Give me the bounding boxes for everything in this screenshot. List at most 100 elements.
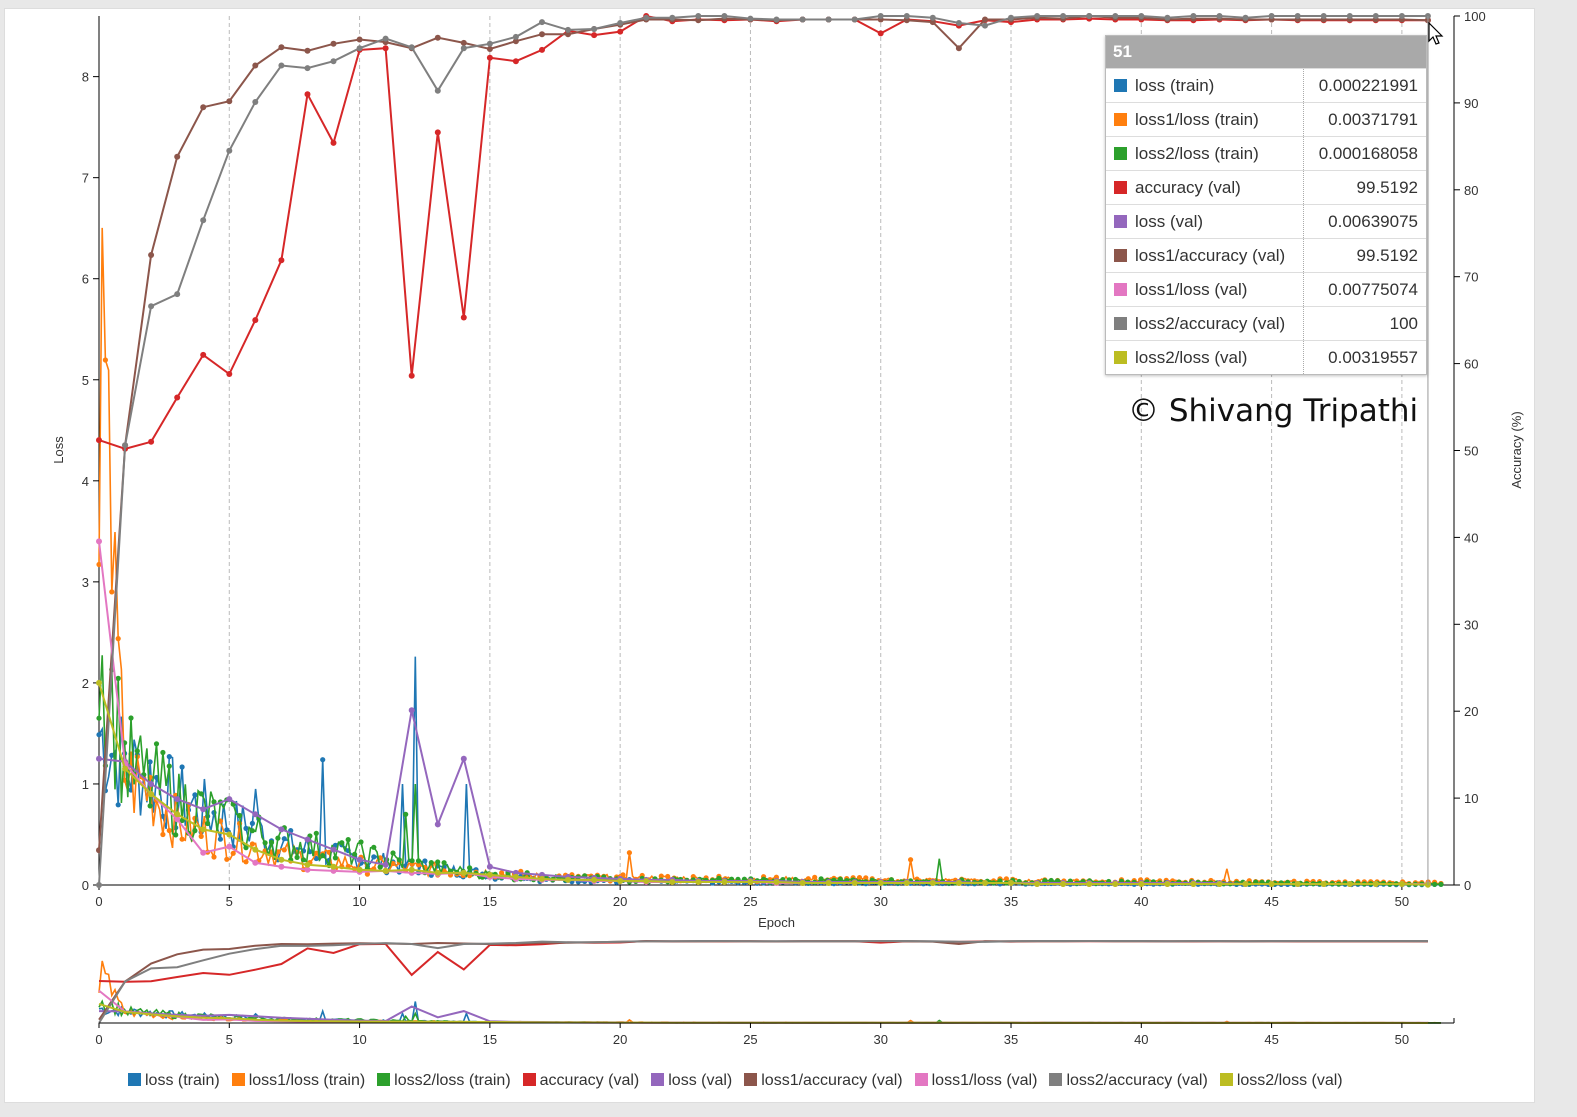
data-point <box>856 875 863 881</box>
legend-item[interactable]: loss2/accuracy (val) <box>1049 1072 1208 1090</box>
data-point <box>122 442 129 449</box>
data-point <box>115 636 121 642</box>
legend-swatch <box>744 1073 758 1086</box>
data-point <box>409 858 415 864</box>
data-point <box>205 820 211 827</box>
legend-item[interactable]: accuracy (val) <box>522 1072 639 1090</box>
data-point <box>148 781 155 787</box>
data-point <box>396 857 402 863</box>
data-point <box>166 754 172 760</box>
data-point <box>1086 881 1093 887</box>
data-point <box>1164 881 1171 887</box>
legend-item[interactable]: loss1/accuracy (val) <box>744 1072 903 1090</box>
data-point <box>539 46 545 53</box>
x-tick-label: 45 <box>1264 894 1278 909</box>
data-point <box>200 217 207 224</box>
data-point <box>281 847 287 853</box>
data-point <box>304 47 311 54</box>
x-tick-label: 0 <box>95 894 102 909</box>
data-point <box>460 39 467 46</box>
data-point <box>275 835 281 841</box>
data-point <box>403 811 409 817</box>
data-point <box>825 16 832 23</box>
data-point <box>1042 878 1048 884</box>
series-accuracy-val- <box>98 939 1428 983</box>
data-point <box>565 31 571 38</box>
main-chart[interactable]: 0 5 10 15 20 25 30 35 40 45 5001234567801020304050… <box>5 9 1536 1104</box>
data-point <box>669 879 676 885</box>
data-point <box>358 839 364 845</box>
data-point <box>198 833 204 840</box>
data-point <box>1242 881 1249 887</box>
data-point <box>217 836 223 842</box>
legend-swatch <box>1049 1073 1063 1086</box>
legend-item[interactable]: loss (train) <box>128 1072 220 1090</box>
data-point <box>281 836 287 842</box>
data-point <box>982 880 988 886</box>
data-point <box>148 438 155 445</box>
data-point <box>252 317 259 324</box>
data-point <box>1268 13 1275 19</box>
data-point <box>428 860 434 866</box>
legend[interactable]: loss (train) loss1/loss (train) loss2/loss… <box>128 1072 1355 1090</box>
legend-item[interactable]: loss2/loss (val) <box>1219 1072 1343 1090</box>
data-point <box>591 876 598 883</box>
data-point <box>252 62 259 69</box>
data-point <box>200 849 207 856</box>
tooltip-row-value: 0.000221991 <box>1303 68 1426 103</box>
watermark: © Shivang Tripathi <box>1128 393 1419 429</box>
tooltip-row-value: 99.5192 <box>1303 170 1426 205</box>
data-point <box>812 874 818 880</box>
legend-label: loss (train) <box>145 1072 220 1089</box>
data-point <box>226 843 233 850</box>
hover-tooltip: 51 loss (train) 0.000221991 loss1/loss (tr… <box>1105 35 1427 375</box>
legend-item[interactable]: loss2/loss (train) <box>377 1072 511 1090</box>
data-point <box>695 17 702 24</box>
data-point <box>230 850 236 856</box>
data-point <box>1086 13 1093 19</box>
data-point <box>1432 881 1438 887</box>
tooltip-row-label: accuracy (val) <box>1135 177 1241 197</box>
data-point <box>304 861 311 868</box>
data-point <box>96 538 102 545</box>
data-point <box>174 811 181 818</box>
data-point <box>1398 13 1405 19</box>
series-loss2-loss-val- <box>98 1002 1428 1024</box>
navigator[interactable]: 0 5 10 15 20 25 30 35 40 45 50 <box>95 939 1455 1047</box>
y2-tick-label: 60 <box>1464 357 1478 372</box>
data-point <box>1112 881 1119 887</box>
data-point <box>434 34 441 41</box>
data-point <box>192 792 198 798</box>
data-point <box>512 58 519 65</box>
legend-item[interactable]: loss1/loss (val) <box>914 1072 1037 1090</box>
legend-item[interactable]: loss1/loss (train) <box>231 1072 365 1090</box>
data-point <box>591 32 598 39</box>
data-point <box>434 129 441 136</box>
data-point <box>356 36 363 43</box>
legend-label: loss1/accuracy (val) <box>761 1072 903 1089</box>
nav-x-tick-label: 5 <box>226 1032 233 1047</box>
data-point <box>96 679 102 686</box>
data-point <box>982 22 988 29</box>
tooltip-row-value: 0.00639075 <box>1303 204 1426 239</box>
x-tick-label: 10 <box>352 894 366 909</box>
data-point <box>441 860 447 866</box>
mouse-cursor-icon <box>1428 22 1444 45</box>
data-point <box>174 796 181 803</box>
data-point <box>1372 881 1379 887</box>
data-point <box>304 866 311 873</box>
data-point <box>339 840 345 846</box>
data-point <box>249 828 255 834</box>
data-point <box>565 26 571 33</box>
color-swatch <box>1114 248 1127 262</box>
color-swatch <box>1114 112 1127 126</box>
data-point <box>304 91 311 98</box>
legend-label: loss2/loss (val) <box>1236 1072 1343 1089</box>
data-point <box>747 879 754 885</box>
legend-item[interactable]: loss (val) <box>651 1072 732 1090</box>
data-point <box>96 732 102 738</box>
tooltip-row: accuracy (val) 99.5192 <box>1106 170 1426 205</box>
data-point <box>460 755 467 762</box>
tooltip-epoch: 51 <box>1106 36 1426 68</box>
tooltip-row: loss2/loss (train) 0.000168058 <box>1106 136 1426 171</box>
